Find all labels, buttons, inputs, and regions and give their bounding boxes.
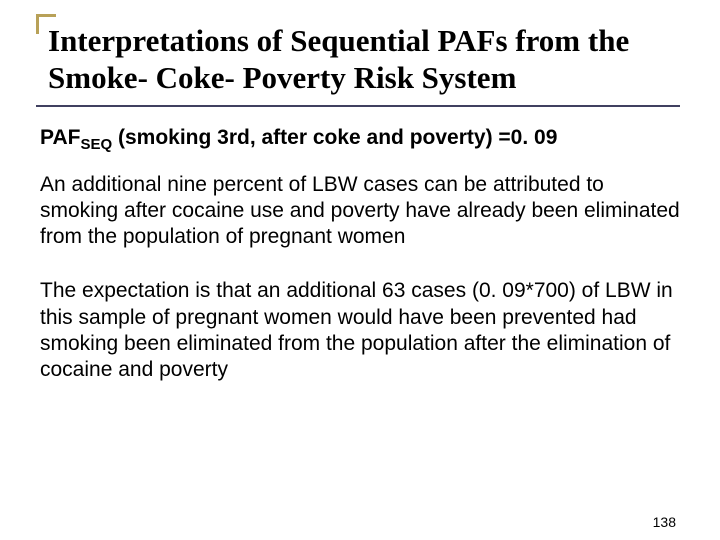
paragraph-1: An additional nine percent of LBW cases … <box>40 172 680 251</box>
subhead-prefix: PAF <box>40 126 80 149</box>
subhead-subscript: SEQ <box>80 137 112 154</box>
title-underline <box>36 105 680 107</box>
paragraph-2: The expectation is that an additional 63… <box>40 278 680 383</box>
corner-accent <box>36 14 56 34</box>
subhead-rest: (smoking 3rd, after coke and poverty) =0… <box>112 126 557 149</box>
paf-subhead: PAFSEQ (smoking 3rd, after coke and pove… <box>40 126 680 153</box>
slide: Interpretations of Sequential PAFs from … <box>0 0 720 540</box>
page-number: 138 <box>653 514 676 530</box>
slide-title: Interpretations of Sequential PAFs from … <box>48 22 680 96</box>
